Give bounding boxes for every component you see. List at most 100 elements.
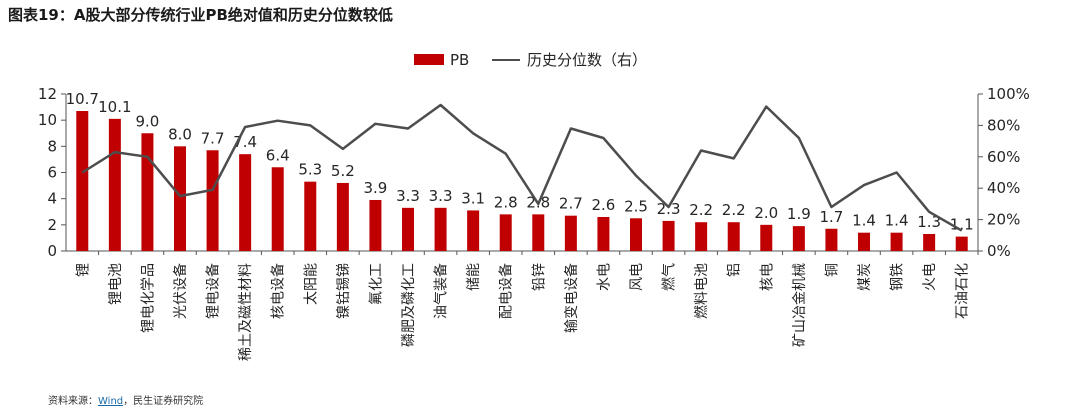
left-axis-tick-label: 4 bbox=[47, 190, 57, 208]
bar bbox=[955, 236, 968, 251]
bar bbox=[858, 232, 870, 251]
right-axis-tick-label: 60% bbox=[987, 148, 1020, 166]
left-axis-tick-label: 8 bbox=[47, 137, 57, 155]
category-label: 锂 bbox=[75, 263, 91, 277]
left-axis-tick-label: 0 bbox=[47, 242, 57, 260]
bar-value-label: 10.1 bbox=[98, 98, 131, 116]
bar-value-label: 5.3 bbox=[298, 161, 322, 179]
category-label: 镍钴锡锑 bbox=[336, 263, 352, 319]
category-label: 火电 bbox=[922, 263, 938, 291]
figure-title: 图表19：A股大部分传统行业PB绝对值和历史分位数较低 bbox=[8, 6, 393, 24]
right-axis-tick-label: 100% bbox=[987, 85, 1030, 103]
category-label: 核电设备 bbox=[270, 263, 287, 319]
category-label: 输变电设备 bbox=[563, 263, 580, 333]
left-axis-tick-label: 6 bbox=[47, 164, 57, 182]
bar bbox=[174, 146, 186, 251]
bar bbox=[662, 220, 675, 251]
right-axis-tick-label: 40% bbox=[987, 179, 1020, 197]
category-label: 铝 bbox=[727, 263, 743, 277]
bar bbox=[532, 214, 545, 251]
legend-line-label: 历史分位数（右） bbox=[527, 51, 647, 69]
source-note: 资料来源：Wind，民生证券研究院 bbox=[48, 392, 203, 407]
category-label: 锂电化学品 bbox=[140, 263, 156, 333]
bar bbox=[304, 181, 317, 251]
bar-value-label: 5.2 bbox=[331, 162, 355, 180]
bar-value-label: 2.2 bbox=[689, 201, 713, 219]
category-label: 燃气 bbox=[661, 263, 678, 291]
bar-value-label: 2.8 bbox=[494, 193, 518, 211]
category-label: 氟化工 bbox=[368, 263, 384, 305]
source-link[interactable]: Wind bbox=[98, 396, 124, 407]
bar bbox=[630, 218, 642, 251]
bar bbox=[206, 150, 219, 251]
category-label: 矿山冶金机械 bbox=[792, 263, 808, 347]
legend-bar-swatch bbox=[414, 54, 444, 65]
category-label: 水电 bbox=[596, 263, 612, 291]
category-label: 太阳能 bbox=[303, 263, 319, 305]
bar bbox=[369, 199, 382, 251]
right-axis-tick-label: 0% bbox=[987, 242, 1011, 260]
legend-bar-label: PB bbox=[450, 51, 469, 69]
category-label: 油气装备 bbox=[433, 263, 450, 319]
category-label: 煤炭 bbox=[857, 263, 873, 291]
bar bbox=[760, 224, 773, 251]
left-axis-tick-label: 10 bbox=[38, 111, 57, 129]
category-label: 配电设备 bbox=[498, 263, 515, 319]
category-label: 风电 bbox=[629, 263, 645, 291]
bar-value-label: 3.3 bbox=[396, 187, 420, 205]
right-axis-tick-label: 80% bbox=[987, 116, 1020, 134]
bar bbox=[695, 222, 708, 251]
bar-value-label: 2.7 bbox=[559, 195, 583, 213]
bar bbox=[402, 207, 414, 251]
bar-value-label: 3.1 bbox=[461, 189, 485, 207]
source-prefix: 资料来源： bbox=[48, 396, 98, 407]
bar-value-label: 1.4 bbox=[852, 212, 876, 230]
bar-value-label: 1.4 bbox=[885, 212, 909, 230]
bar bbox=[76, 111, 89, 251]
chart: PB 历史分位数（右） 0246810120%20%40%60%80%100% … bbox=[38, 51, 1030, 361]
category-label: 铜 bbox=[824, 263, 840, 277]
bar-value-label: 6.4 bbox=[266, 146, 290, 164]
bar bbox=[271, 167, 284, 251]
bar bbox=[108, 118, 121, 251]
percentile-line bbox=[81, 103, 963, 232]
bar-value-label: 7.7 bbox=[201, 129, 225, 147]
right-axis-tick-label: 20% bbox=[987, 211, 1020, 229]
category-label: 核电 bbox=[759, 263, 775, 291]
category-label: 稀土及磁性材料 bbox=[238, 263, 254, 361]
bar-value-label: 3.9 bbox=[363, 179, 387, 197]
category-label: 磷肥及磷化工 bbox=[401, 263, 417, 347]
bar bbox=[792, 226, 805, 251]
source-suffix: ，民生证券研究院 bbox=[123, 396, 204, 407]
bar-value-label: 8.0 bbox=[168, 125, 192, 143]
bar-value-label: 1.3 bbox=[917, 213, 941, 231]
left-axis-tick-label: 12 bbox=[38, 85, 57, 103]
bar-value-label: 2.0 bbox=[754, 204, 778, 222]
category-label: 锂电设备 bbox=[205, 263, 222, 319]
category-label: 锂电池 bbox=[108, 263, 124, 305]
bar-value-label: 3.3 bbox=[429, 187, 453, 205]
bar-value-label: 9.0 bbox=[135, 112, 159, 130]
left-axis-tick-label: 2 bbox=[47, 216, 57, 234]
bar bbox=[467, 210, 480, 251]
legend: PB 历史分位数（右） bbox=[414, 51, 647, 69]
line-layer bbox=[81, 103, 963, 232]
category-label: 光伏设备 bbox=[172, 263, 189, 319]
category-label: 钢铁 bbox=[890, 263, 906, 291]
bar bbox=[890, 232, 903, 251]
category-label: 燃料电池 bbox=[693, 263, 710, 319]
bar-value-label: 2.3 bbox=[657, 200, 681, 218]
category-label: 铅锌 bbox=[531, 263, 547, 291]
bar bbox=[499, 214, 512, 251]
category-label: 储能 bbox=[466, 263, 482, 291]
category-labels: 锂 锂电池 锂电化学品 光伏设备 锂电设备 稀土及磁性材料 核电设备 太阳能 镍钴锡锑 氟化工 磷肥… bbox=[75, 263, 970, 361]
bar-value-label: 1.1 bbox=[950, 216, 974, 234]
bar bbox=[564, 215, 577, 251]
bar-value-label: 1.7 bbox=[819, 208, 843, 226]
bar bbox=[727, 222, 740, 251]
bar-value-label: 10.7 bbox=[66, 90, 99, 108]
bar-value-label: 2.5 bbox=[624, 197, 648, 215]
bar bbox=[825, 228, 838, 251]
bar bbox=[239, 154, 252, 251]
bar-labels: 10.7 10.19.08.0 7.7 7.46.45.3 5.23.9 3.3 3.3 3.… bbox=[66, 90, 974, 234]
